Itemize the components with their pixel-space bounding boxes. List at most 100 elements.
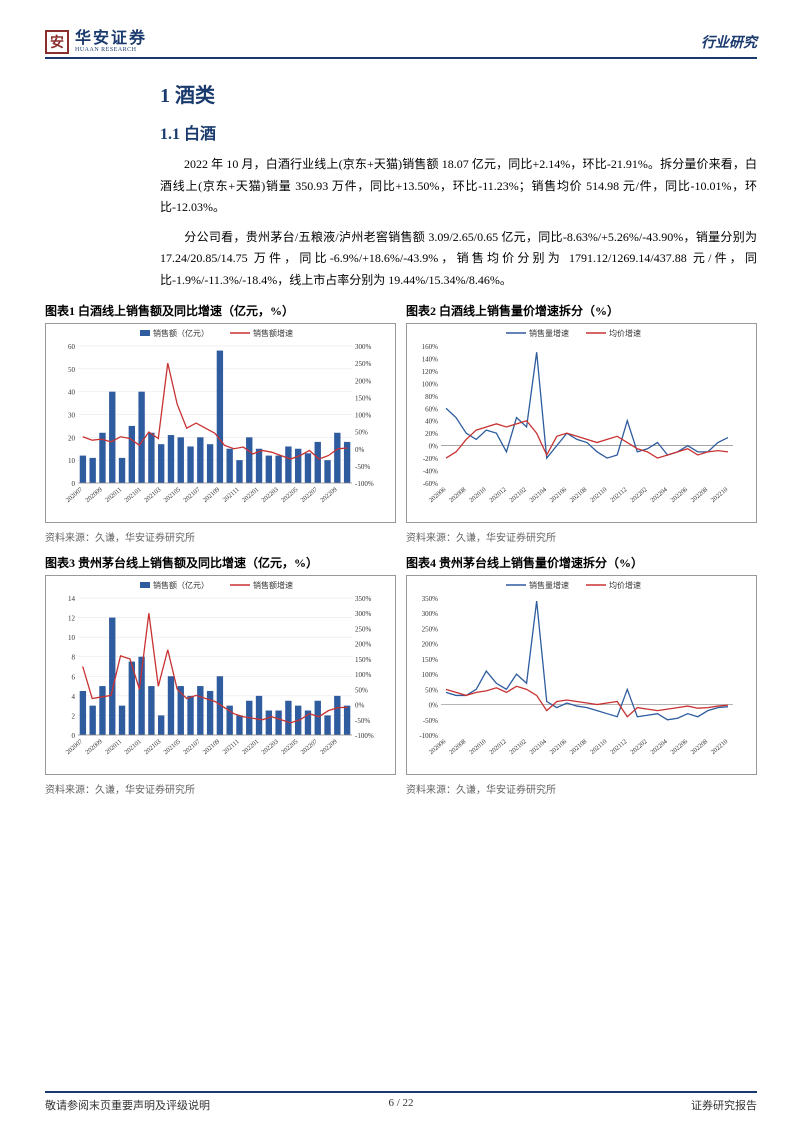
svg-text:-50%: -50% bbox=[355, 716, 370, 724]
svg-text:8: 8 bbox=[72, 653, 76, 661]
svg-text:202106: 202106 bbox=[549, 737, 569, 755]
svg-text:250%: 250% bbox=[355, 625, 372, 633]
svg-text:-40%: -40% bbox=[423, 467, 438, 475]
chart-2-title: 图表2 白酒线上销售量价增速拆分（%） bbox=[406, 302, 757, 319]
svg-text:202008: 202008 bbox=[448, 738, 467, 756]
svg-text:250%: 250% bbox=[355, 360, 372, 368]
svg-text:202202: 202202 bbox=[629, 738, 648, 756]
chart-4-box: 销售量增速均价增速-100%-50%0%50%100%150%200%250%3… bbox=[406, 575, 757, 775]
svg-text:-50%: -50% bbox=[355, 462, 370, 470]
svg-text:50%: 50% bbox=[355, 686, 368, 694]
svg-text:12: 12 bbox=[68, 614, 76, 622]
svg-text:202205: 202205 bbox=[280, 486, 299, 504]
footer-right: 证券研究报告 bbox=[691, 1097, 757, 1113]
svg-text:202204: 202204 bbox=[649, 737, 669, 755]
svg-text:202105: 202105 bbox=[163, 738, 182, 756]
svg-text:销售额增速: 销售额增速 bbox=[253, 580, 293, 590]
svg-text:202209: 202209 bbox=[319, 486, 338, 504]
svg-text:60%: 60% bbox=[425, 405, 438, 413]
svg-text:202209: 202209 bbox=[319, 738, 338, 756]
svg-text:202201: 202201 bbox=[241, 738, 260, 756]
svg-text:202110: 202110 bbox=[589, 486, 608, 504]
svg-text:202208: 202208 bbox=[690, 486, 709, 504]
svg-text:100%: 100% bbox=[422, 671, 439, 679]
svg-text:250%: 250% bbox=[422, 625, 439, 633]
svg-text:202012: 202012 bbox=[488, 486, 507, 504]
svg-text:202207: 202207 bbox=[300, 485, 320, 503]
chart-2: 图表2 白酒线上销售量价增速拆分（%） 销售量增速 均价增速 -60% -40% -20… bbox=[406, 302, 757, 544]
charts-row-1: 图表1 白酒线上销售额及同比增速（亿元，%） 销售额（亿元）销售额增速01020… bbox=[45, 302, 757, 544]
svg-text:-50%: -50% bbox=[423, 716, 438, 724]
svg-text:0: 0 bbox=[72, 480, 76, 488]
svg-text:202112: 202112 bbox=[609, 486, 628, 504]
svg-text:50%: 50% bbox=[425, 686, 438, 694]
svg-text:202102: 202102 bbox=[508, 486, 527, 504]
svg-text:202203: 202203 bbox=[260, 486, 279, 504]
svg-text:202109: 202109 bbox=[202, 738, 221, 756]
paragraph-2: 分公司看，贵州茅台/五粮液/泸州老窖销售额 3.09/2.65/0.65 亿元，… bbox=[160, 227, 757, 292]
svg-text:20%: 20% bbox=[425, 430, 438, 438]
svg-text:120%: 120% bbox=[422, 367, 439, 375]
svg-text:100%: 100% bbox=[422, 380, 439, 388]
svg-text:202011: 202011 bbox=[104, 486, 123, 504]
svg-text:0%: 0% bbox=[355, 701, 365, 709]
svg-text:202104: 202104 bbox=[529, 485, 549, 503]
svg-text:100%: 100% bbox=[355, 671, 372, 679]
svg-text:202101: 202101 bbox=[123, 486, 142, 504]
svg-text:202112: 202112 bbox=[609, 738, 628, 756]
svg-text:202205: 202205 bbox=[280, 738, 299, 756]
svg-text:160%: 160% bbox=[422, 343, 439, 351]
svg-text:202102: 202102 bbox=[508, 738, 527, 756]
svg-text:均价增速: 均价增速 bbox=[609, 580, 641, 590]
svg-text:-20%: -20% bbox=[423, 455, 438, 463]
chart-4: 图表4 贵州茅台线上销售量价增速拆分（%） 销售量增速均价增速-100%-50%… bbox=[406, 554, 757, 796]
svg-text:14: 14 bbox=[68, 595, 76, 603]
svg-text:202107: 202107 bbox=[182, 737, 202, 755]
svg-text:300%: 300% bbox=[355, 343, 372, 351]
svg-text:300%: 300% bbox=[355, 610, 372, 618]
svg-text:-100%: -100% bbox=[355, 480, 374, 488]
logo-en: HUAAN RESEARCH bbox=[75, 47, 147, 53]
svg-text:202201: 202201 bbox=[241, 486, 260, 504]
svg-text:-60%: -60% bbox=[423, 480, 438, 488]
chart-4-title: 图表4 贵州茅台线上销售量价增速拆分（%） bbox=[406, 554, 757, 571]
svg-text:60: 60 bbox=[68, 343, 76, 351]
svg-text:销售额增速: 销售额增速 bbox=[253, 328, 293, 338]
page-header: 安 华安证券 HUAAN RESEARCH 行业研究 bbox=[45, 30, 757, 59]
chart-1-title: 图表1 白酒线上销售额及同比增速（亿元，%） bbox=[45, 302, 396, 319]
svg-text:-100%: -100% bbox=[355, 732, 374, 740]
svg-text:200%: 200% bbox=[422, 640, 439, 648]
chart-2-source: 资料来源：久谦，华安证券研究所 bbox=[406, 527, 757, 544]
svg-text:202208: 202208 bbox=[690, 738, 709, 756]
svg-text:6: 6 bbox=[72, 673, 76, 681]
svg-text:0%: 0% bbox=[429, 442, 439, 450]
svg-text:350%: 350% bbox=[355, 595, 372, 603]
svg-text:202111: 202111 bbox=[222, 486, 241, 504]
svg-text:销售量增速: 销售量增速 bbox=[529, 580, 569, 590]
svg-text:30: 30 bbox=[68, 411, 76, 419]
svg-text:202202: 202202 bbox=[629, 486, 648, 504]
svg-text:202207: 202207 bbox=[300, 737, 320, 755]
svg-text:10: 10 bbox=[68, 634, 76, 642]
chart-1: 图表1 白酒线上销售额及同比增速（亿元，%） 销售额（亿元）销售额增速01020… bbox=[45, 302, 396, 544]
chart-3: 图表3 贵州茅台线上销售额及同比增速（亿元，%） 销售额（亿元）销售额增速024… bbox=[45, 554, 396, 796]
svg-text:0%: 0% bbox=[429, 701, 439, 709]
svg-text:202105: 202105 bbox=[163, 486, 182, 504]
svg-text:10: 10 bbox=[68, 457, 76, 465]
chart-4-source: 资料来源：久谦，华安证券研究所 bbox=[406, 779, 757, 796]
svg-text:150%: 150% bbox=[422, 655, 439, 663]
svg-text:202012: 202012 bbox=[488, 738, 507, 756]
svg-text:202009: 202009 bbox=[84, 486, 103, 504]
logo-mark: 安 bbox=[45, 30, 69, 54]
svg-text:50%: 50% bbox=[355, 428, 368, 436]
svg-text:0: 0 bbox=[72, 732, 76, 740]
subsection-title: 1.1 白酒 bbox=[160, 120, 757, 144]
chart-1-box: 销售额（亿元）销售额增速0102030405060-100%-50%0%50%1… bbox=[45, 323, 396, 523]
svg-text:销售额（亿元）: 销售额（亿元） bbox=[153, 580, 209, 590]
svg-text:350%: 350% bbox=[422, 595, 439, 603]
svg-text:销售量增速: 销售量增速 bbox=[529, 328, 569, 338]
footer-left: 敬请参阅末页重要声明及评级说明 bbox=[45, 1097, 210, 1113]
svg-text:202109: 202109 bbox=[202, 486, 221, 504]
svg-text:202107: 202107 bbox=[182, 485, 202, 503]
svg-text:均价增速: 均价增速 bbox=[609, 328, 641, 338]
